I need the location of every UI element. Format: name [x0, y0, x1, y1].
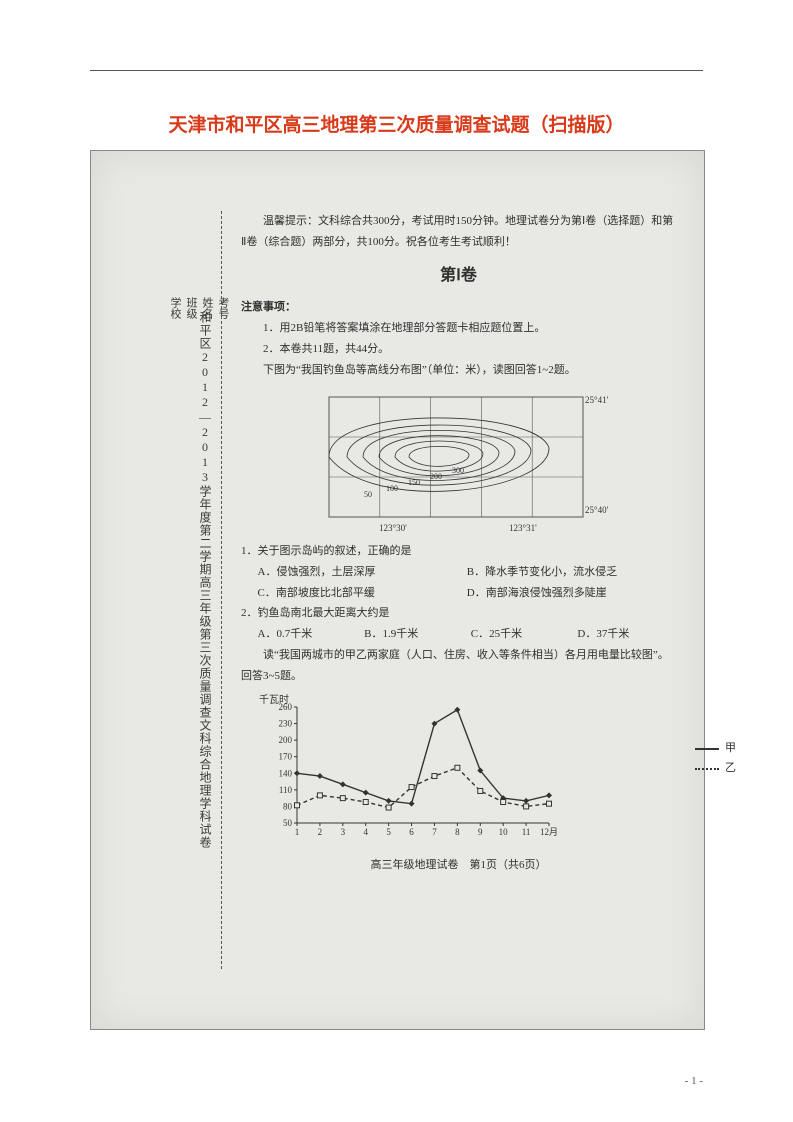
svg-text:10: 10 — [499, 827, 509, 837]
top-rule — [90, 70, 703, 71]
q2-opt-a: A．0.7千米 — [258, 624, 357, 645]
q2-options: A．0.7千米 B．1.9千米 C．25千米 D．37千米 — [258, 624, 677, 645]
svg-text:50: 50 — [364, 490, 372, 499]
legend-swatch-1 — [695, 748, 719, 750]
svg-text:8: 8 — [455, 827, 460, 837]
svg-text:11: 11 — [522, 827, 531, 837]
q2-opt-b: B．1.9千米 — [364, 624, 463, 645]
q2-stem: 2．钓鱼岛南北最大距离大约是 — [241, 603, 676, 624]
legend-swatch-2 — [695, 768, 719, 770]
q1-opt-d: D．南部海浪侵蚀强烈多陡崖 — [467, 583, 676, 604]
svg-text:2: 2 — [318, 827, 323, 837]
svg-text:25°41': 25°41' — [585, 395, 609, 405]
svg-text:100: 100 — [386, 484, 398, 493]
svg-text:300: 300 — [452, 466, 464, 475]
field-number: 考号 — [215, 291, 231, 911]
svg-text:200: 200 — [430, 472, 442, 481]
chart-intro: 读“我国两城市的甲乙两家庭（人口、住房、收入等条件相当）各月用电量比较图”。回答… — [241, 645, 676, 687]
contour-map-figure: 50 100 150 200 300 25°41' 25°40' 123°30' 123°31' — [309, 387, 609, 537]
q2-opt-d: D．37千米 — [577, 624, 676, 645]
svg-text:25°40': 25°40' — [585, 505, 609, 515]
svg-text:3: 3 — [341, 827, 346, 837]
notice-item-1: 1．用2B铅笔将答案填涂在地理部分答题卡相应题位置上。 — [241, 318, 676, 339]
svg-text:12月: 12月 — [540, 827, 558, 837]
notice-item-2: 2．本卷共11题，共44分。 — [241, 339, 676, 360]
q2-opt-c: C．25千米 — [471, 624, 570, 645]
svg-text:9: 9 — [478, 827, 483, 837]
svg-text:6: 6 — [409, 827, 414, 837]
chart-wrapper: 千瓦时5080110140170200230260123456789101112… — [259, 693, 676, 843]
q1-options: A．侵蚀强烈，土层深厚 B．降水季节变化小，流水侵乏 C．南部坡度比北部平缓 D… — [258, 562, 677, 604]
svg-text:123°30': 123°30' — [379, 523, 407, 533]
notice-label: 注意事项： — [241, 297, 676, 318]
q1-opt-b: B．降水季节变化小，流水侵乏 — [467, 562, 676, 583]
svg-text:110: 110 — [279, 785, 293, 795]
svg-text:5: 5 — [386, 827, 391, 837]
svg-text:150: 150 — [408, 478, 420, 487]
q1-opt-a: A．侵蚀强烈，土层深厚 — [258, 562, 467, 583]
hint-text: 温馨提示：文科综合共300分，考试用时150分钟。地理试卷分为第Ⅰ卷（选择题）和… — [241, 211, 676, 253]
svg-text:140: 140 — [279, 768, 293, 778]
legend-label-2: 乙 — [725, 759, 736, 779]
svg-text:260: 260 — [279, 702, 293, 712]
svg-text:4: 4 — [363, 827, 368, 837]
chart-legend: 甲 乙 — [695, 739, 736, 779]
exam-content: 温馨提示：文科综合共300分，考试用时150分钟。地理试卷分为第Ⅰ卷（选择题）和… — [241, 211, 676, 1004]
map-intro: 下图为“我国钓鱼岛等高线分布图”（单位：米），读图回答1~2题。 — [241, 360, 676, 381]
svg-text:170: 170 — [279, 752, 293, 762]
q1-opt-c: C．南部坡度比北部平缓 — [258, 583, 467, 604]
scan-footer: 高三年级地理试卷 第1页（共6页） — [241, 855, 676, 876]
volume-title: 第Ⅰ卷 — [241, 261, 676, 291]
legend-row-1: 甲 — [695, 739, 736, 759]
field-school: 学校 — [167, 291, 183, 911]
page-title: 天津市和平区高三地理第三次质量调查试题（扫描版） — [0, 110, 793, 137]
svg-text:80: 80 — [283, 801, 293, 811]
svg-text:230: 230 — [279, 719, 293, 729]
q1-stem: 1．关于图示岛屿的叙述，正确的是 — [241, 541, 676, 562]
svg-text:200: 200 — [279, 735, 293, 745]
scanned-page: 考号 姓名 班级 学校 和平区2012—2013学年度第二学期高三年级第三次质量… — [90, 150, 705, 1030]
binding-dashed-line — [221, 211, 222, 969]
legend-row-2: 乙 — [695, 759, 736, 779]
binding-margin: 考号 姓名 班级 学校 和平区2012—2013学年度第二学期高三年级第三次质量… — [159, 171, 229, 1009]
page-number: - 1 - — [685, 1075, 703, 1087]
svg-text:7: 7 — [432, 827, 437, 837]
binding-title: 和平区2012—2013学年度第二学期高三年级第三次质量调查文科综合地理学科试卷 — [197, 311, 214, 911]
electricity-chart: 千瓦时5080110140170200230260123456789101112… — [259, 693, 559, 843]
svg-text:50: 50 — [283, 818, 293, 828]
svg-text:1: 1 — [295, 827, 300, 837]
legend-label-1: 甲 — [725, 739, 736, 759]
svg-text:123°31': 123°31' — [509, 523, 537, 533]
